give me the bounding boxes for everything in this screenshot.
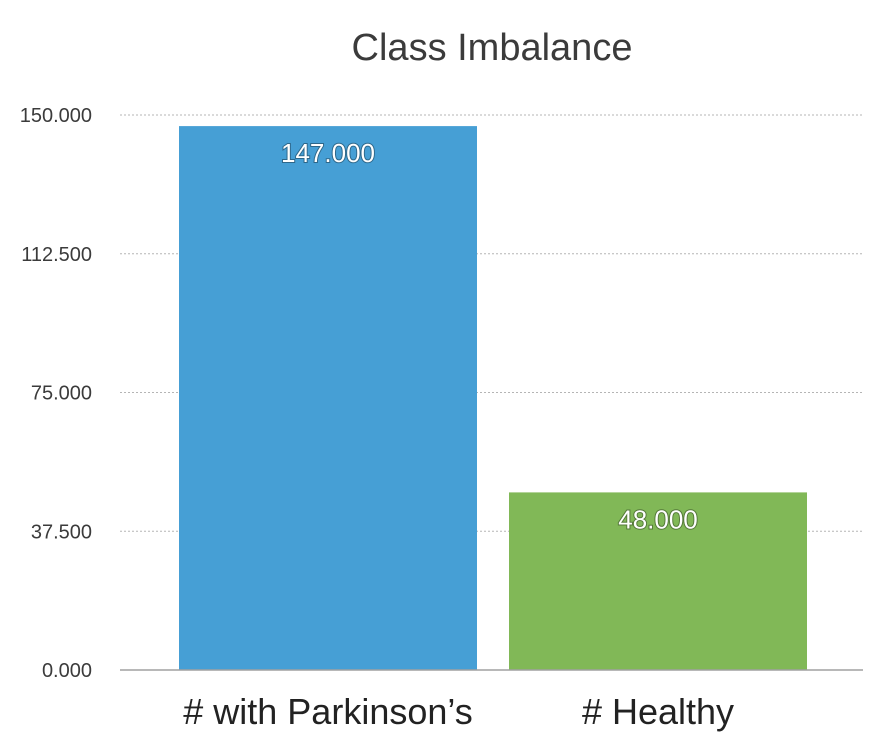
- y-tick-label: 37.500: [31, 521, 92, 543]
- y-axis: 0.000 37.500 75.000 112.500 150.000: [20, 105, 92, 682]
- chart-title: Class Imbalance: [352, 27, 633, 69]
- y-tick-label: 112.500: [21, 244, 92, 266]
- data-label: 147.000: [281, 138, 375, 168]
- y-tick-label: 0.000: [42, 660, 92, 682]
- bar: [179, 126, 477, 671]
- x-axis: # with Parkinson’s # Healthy: [183, 691, 734, 732]
- y-tick-label: 150.000: [20, 105, 92, 127]
- x-tick-label: # with Parkinson’s: [183, 691, 472, 732]
- data-label: 48.000: [618, 504, 698, 534]
- bars: 147.000 48.000: [179, 126, 807, 671]
- bar: [509, 492, 807, 670]
- x-tick-label: # Healthy: [582, 691, 734, 732]
- y-tick-label: 75.000: [31, 383, 92, 405]
